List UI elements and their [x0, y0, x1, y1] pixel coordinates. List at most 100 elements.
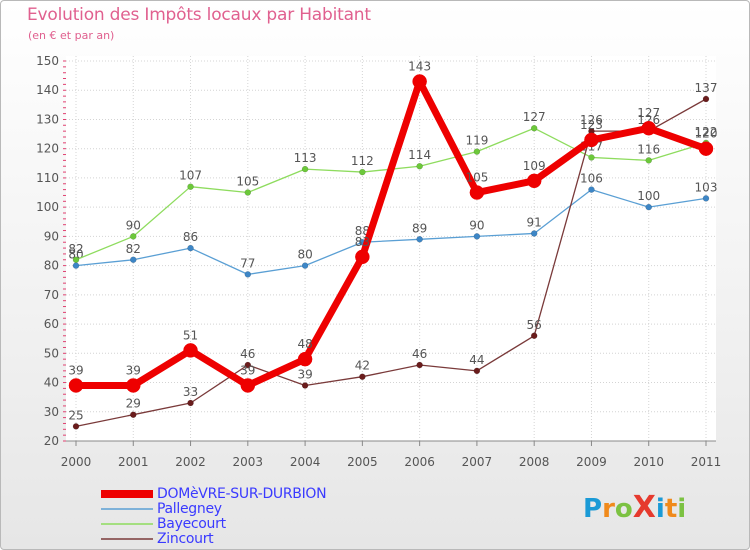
legend-label: Zincourt [157, 531, 214, 547]
data-label-zincourt: 33 [183, 385, 198, 399]
data-label-pallegney: 89 [412, 221, 427, 235]
data-point-bayecourt [530, 124, 538, 132]
data-label-zincourt: 42 [355, 359, 370, 373]
x-tick-label: 2001 [118, 455, 149, 469]
series-line-pallegney [75, 188, 707, 276]
data-label-pallegney: 86 [183, 230, 198, 244]
chart-title: Evolution des Impôts locaux par Habitant [27, 5, 371, 25]
data-label-zincourt: 39 [297, 367, 312, 381]
data-label-zincourt: 56 [527, 318, 542, 332]
y-tick-label: 110 [36, 171, 59, 185]
data-point-bayecourt [588, 154, 595, 161]
data-point-zincourt [301, 382, 309, 389]
data-point-dom-vre-sur-durbion [355, 249, 370, 265]
data-label-dom-vre-sur-durbion: 127 [637, 106, 660, 120]
logo-letter: X [632, 490, 656, 525]
data-point-pallegney [588, 186, 595, 193]
data-label-bayecourt: 114 [408, 148, 431, 162]
data-point-pallegney [72, 262, 80, 269]
logo-letter: P [583, 494, 603, 524]
x-tick-label: 2011 [691, 455, 722, 469]
data-point-zincourt [473, 367, 481, 375]
data-point-zincourt [244, 361, 252, 369]
data-label-bayecourt: 113 [294, 151, 317, 165]
x-tick-label: 2009 [576, 455, 607, 469]
data-label-zincourt: 44 [469, 353, 484, 367]
data-label-pallegney: 100 [637, 189, 660, 203]
data-label-bayecourt: 107 [179, 169, 202, 183]
data-label-dom-vre-sur-durbion: 39 [240, 363, 255, 377]
plot-area [66, 56, 716, 441]
x-tick-label: 2008 [519, 455, 550, 469]
series-line-dom-vre-sur-durbion [72, 77, 710, 389]
logo-letter: t [664, 494, 678, 524]
data-point-bayecourt [72, 256, 80, 264]
logo-letter: r [602, 494, 615, 524]
y-tick-label: 20 [44, 434, 59, 448]
data-label-zincourt: 126 [637, 113, 660, 127]
data-point-bayecourt [645, 157, 652, 164]
data-label-zincourt: 137 [695, 81, 718, 95]
x-tick-label: 2002 [175, 455, 206, 469]
data-label-bayecourt: 119 [465, 134, 488, 148]
data-label-pallegney: 77 [240, 256, 255, 270]
data-point-pallegney [702, 195, 710, 202]
y-tick-label: 30 [44, 405, 59, 419]
data-label-bayecourt: 127 [523, 110, 546, 124]
legend-swatch-zincourt [101, 538, 153, 540]
x-tick-label: 2006 [404, 455, 435, 469]
data-label-bayecourt: 122 [695, 125, 718, 139]
data-label-dom-vre-sur-durbion: 109 [523, 159, 546, 173]
data-label-pallegney: 82 [126, 242, 141, 256]
data-label-dom-vre-sur-durbion: 48 [297, 337, 312, 351]
legend-swatch-domevre [101, 490, 153, 498]
data-point-zincourt [359, 373, 366, 380]
data-label-dom-vre-sur-durbion: 39 [68, 363, 83, 377]
y-tick-label: 140 [36, 83, 59, 97]
data-point-zincourt [530, 332, 538, 340]
data-point-pallegney [187, 244, 194, 252]
data-point-pallegney [301, 262, 309, 269]
chart-subtitle: (en € et par an) [28, 29, 115, 42]
logo-letter: i [655, 494, 665, 524]
y-tick-label: 50 [44, 346, 59, 360]
data-point-dom-vre-sur-durbion [68, 378, 84, 393]
data-point-bayecourt [473, 148, 481, 155]
y-tick-label: 100 [36, 200, 59, 214]
x-tick-label: 2003 [233, 455, 264, 469]
data-label-pallegney: 106 [580, 172, 603, 186]
data-label-pallegney: 90 [469, 218, 484, 232]
data-point-zincourt [130, 411, 137, 418]
data-point-bayecourt [187, 183, 194, 190]
legend-label: DOMèVRE-SUR-DURBION [157, 486, 327, 502]
data-point-pallegney [645, 203, 652, 211]
logo-letter: o [614, 494, 633, 524]
data-point-dom-vre-sur-durbion [412, 74, 427, 89]
data-point-zincourt [702, 95, 710, 103]
data-label-zincourt: 46 [240, 347, 255, 361]
data-label-zincourt: 46 [412, 347, 427, 361]
data-point-bayecourt [301, 165, 309, 173]
data-label-dom-vre-sur-durbion: 123 [580, 118, 603, 132]
y-tick-label: 150 [36, 54, 59, 68]
data-point-pallegney [130, 256, 137, 264]
y-tick-label: 40 [44, 376, 59, 390]
data-point-dom-vre-sur-durbion [240, 378, 256, 393]
data-point-dom-vre-sur-durbion [526, 173, 542, 189]
data-point-dom-vre-sur-durbion [698, 141, 714, 156]
data-point-pallegney [473, 233, 481, 240]
data-label-dom-vre-sur-durbion: 51 [183, 328, 198, 342]
data-point-pallegney [244, 271, 252, 278]
proxiti-logo: ProXiti [583, 490, 686, 525]
data-point-dom-vre-sur-durbion [183, 343, 198, 358]
data-label-bayecourt: 90 [126, 218, 141, 232]
data-label-pallegney: 91 [527, 215, 542, 229]
data-point-dom-vre-sur-durbion [641, 120, 656, 136]
x-tick-label: 2000 [61, 455, 92, 469]
data-point-dom-vre-sur-durbion [297, 351, 313, 367]
data-label-pallegney: 103 [695, 180, 718, 194]
y-tick-label: 90 [44, 229, 59, 243]
x-tick-label: 2007 [462, 455, 493, 469]
